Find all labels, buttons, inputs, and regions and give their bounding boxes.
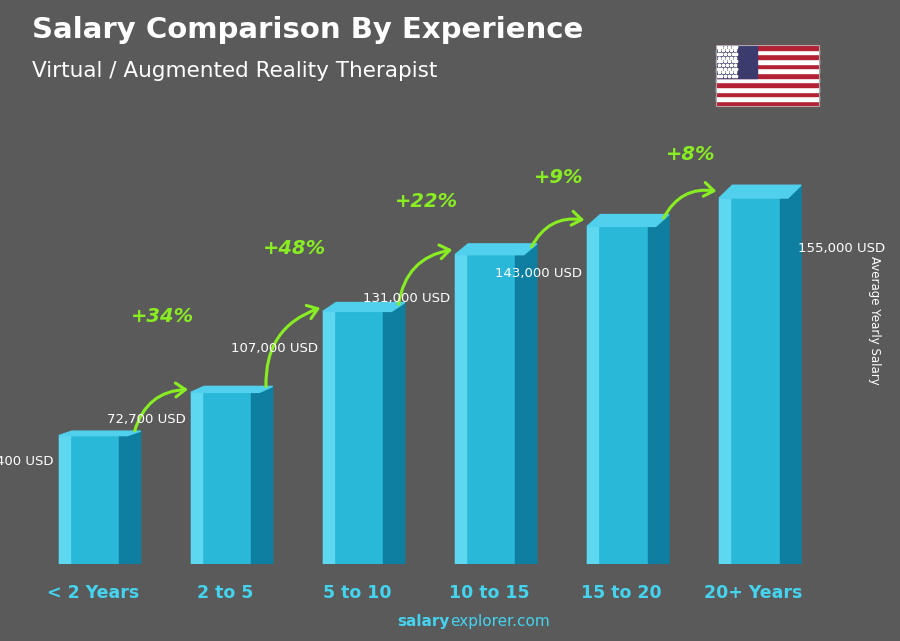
Bar — [323, 312, 334, 564]
Bar — [716, 73, 819, 78]
Bar — [716, 45, 757, 78]
FancyArrowPatch shape — [135, 383, 185, 431]
Bar — [716, 101, 819, 106]
Bar — [119, 436, 128, 564]
Bar — [719, 198, 730, 564]
Text: salary: salary — [398, 615, 450, 629]
Text: +34%: +34% — [130, 307, 194, 326]
Bar — [191, 392, 259, 564]
Polygon shape — [128, 431, 140, 564]
Bar — [455, 254, 524, 564]
Bar — [58, 436, 69, 564]
Polygon shape — [719, 185, 801, 198]
Text: 5 to 10: 5 to 10 — [323, 585, 392, 603]
FancyArrowPatch shape — [266, 305, 318, 387]
Bar — [251, 392, 259, 564]
Text: < 2 Years: < 2 Years — [47, 585, 140, 603]
Bar — [716, 82, 819, 87]
Bar — [716, 69, 819, 73]
Polygon shape — [259, 387, 273, 564]
Bar — [716, 49, 819, 54]
Bar — [383, 312, 392, 564]
Bar — [716, 63, 819, 69]
Bar — [716, 59, 819, 63]
Text: +48%: +48% — [263, 239, 326, 258]
Text: explorer.com: explorer.com — [450, 615, 550, 629]
Text: +8%: +8% — [666, 145, 716, 163]
Text: 2 to 5: 2 to 5 — [197, 585, 253, 603]
Bar — [716, 87, 819, 92]
Bar — [455, 254, 466, 564]
Text: 107,000 USD: 107,000 USD — [230, 342, 318, 354]
Text: 10 to 15: 10 to 15 — [449, 585, 530, 603]
Polygon shape — [58, 431, 140, 436]
Text: 72,700 USD: 72,700 USD — [107, 413, 185, 426]
Bar — [323, 312, 392, 564]
Text: Virtual / Augmented Reality Therapist: Virtual / Augmented Reality Therapist — [32, 61, 436, 81]
Bar — [58, 436, 128, 564]
Polygon shape — [455, 244, 537, 254]
Text: +9%: +9% — [534, 169, 583, 187]
Polygon shape — [788, 185, 801, 564]
Polygon shape — [191, 387, 273, 392]
Text: 155,000 USD: 155,000 USD — [798, 242, 886, 255]
Text: 20+ Years: 20+ Years — [705, 585, 803, 603]
Bar — [716, 54, 819, 59]
Polygon shape — [656, 215, 669, 564]
Bar — [719, 198, 788, 564]
Polygon shape — [587, 215, 669, 226]
FancyArrowPatch shape — [399, 245, 450, 304]
FancyArrowPatch shape — [663, 183, 714, 218]
Text: 54,400 USD: 54,400 USD — [0, 455, 53, 468]
Polygon shape — [392, 303, 405, 564]
Text: Average Yearly Salary: Average Yearly Salary — [868, 256, 881, 385]
Bar — [716, 92, 819, 96]
Polygon shape — [524, 244, 537, 564]
Text: +22%: +22% — [395, 192, 458, 211]
Text: 15 to 20: 15 to 20 — [581, 585, 662, 603]
Text: 143,000 USD: 143,000 USD — [495, 267, 581, 280]
Bar — [587, 226, 656, 564]
Bar — [647, 226, 656, 564]
Bar — [779, 198, 788, 564]
Polygon shape — [323, 303, 405, 312]
Text: 131,000 USD: 131,000 USD — [363, 292, 450, 305]
Bar — [587, 226, 599, 564]
Bar — [716, 96, 819, 101]
Bar — [716, 78, 819, 82]
Bar — [516, 254, 524, 564]
FancyArrowPatch shape — [532, 212, 581, 247]
Bar — [716, 45, 819, 49]
Bar — [191, 392, 202, 564]
Text: Salary Comparison By Experience: Salary Comparison By Experience — [32, 16, 583, 44]
